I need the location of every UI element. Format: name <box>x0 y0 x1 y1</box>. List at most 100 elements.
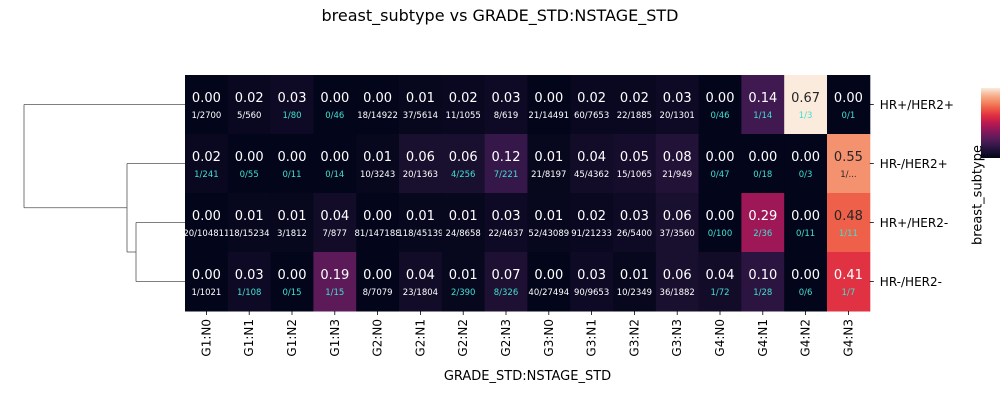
cell-value-label: 0.03 <box>663 91 692 106</box>
heatmap-cell <box>399 75 443 135</box>
cell-value-label: 0.03 <box>620 209 649 224</box>
cell-value-label: 0.00 <box>534 91 563 106</box>
x-axis-label: GRADE_STD:NSTAGE_STD <box>443 369 612 384</box>
heatmap-cell <box>827 134 871 194</box>
cell-count-label: 1/15 <box>325 288 344 298</box>
x-tick-label: G2:N1 <box>413 319 427 357</box>
cell-count-label: 90/9653 <box>574 288 609 298</box>
cell-value-label: 0.06 <box>663 268 692 283</box>
heatmap-cell <box>313 134 357 194</box>
x-tick-label: G2:N0 <box>371 319 385 357</box>
heatmap-cell <box>356 252 400 312</box>
cell-value-label: 0.14 <box>748 91 777 106</box>
cell-value-label: 0.00 <box>320 150 349 165</box>
heatmap-cell <box>227 134 272 194</box>
cell-value-label: 0.01 <box>235 209 264 224</box>
cell-value-label: 0.03 <box>492 91 521 106</box>
cell-count-label: 15/1065 <box>617 170 652 180</box>
cell-value-label: 0.00 <box>363 268 392 283</box>
cell-value-label: 0.00 <box>192 209 221 224</box>
cell-count-label: 5/560 <box>237 111 262 121</box>
heatmap-cell <box>399 193 443 253</box>
cell-count-label: 1/... <box>840 170 856 180</box>
x-tick-label: G3:N0 <box>542 319 556 357</box>
heatmap-cell <box>185 75 229 135</box>
cell-value-label: 0.03 <box>235 268 264 283</box>
cell-count-label: 37/5614 <box>403 111 438 121</box>
cell-count-label: 0/46 <box>325 111 344 121</box>
cell-value-label: 0.03 <box>577 268 606 283</box>
heatmap-cell <box>441 193 486 253</box>
cell-value-label: 0.02 <box>235 91 264 106</box>
cell-count-label: 1/72 <box>710 288 729 298</box>
y-tick-label: HR-/HER2+ <box>880 157 948 171</box>
cell-value-label: 0.01 <box>449 209 478 224</box>
heatmap-cell <box>784 134 828 194</box>
cell-value-label: 0.00 <box>834 91 863 106</box>
heatmap-cell <box>698 252 742 312</box>
cell-value-label: 0.02 <box>449 91 478 106</box>
cell-count-label: 52/43089 <box>528 229 569 239</box>
cell-value-label: 0.01 <box>534 209 563 224</box>
cell-count-label: 0/46 <box>710 111 729 121</box>
cell-value-label: 0.01 <box>278 209 307 224</box>
cell-count-label: 21/949 <box>662 170 692 180</box>
cell-count-label: 1/7 <box>842 288 856 298</box>
cell-count-label: 1/14 <box>753 111 772 121</box>
cell-count-label: 91/21233 <box>571 229 612 239</box>
heatmap-cell <box>399 134 443 194</box>
heatmap-cell <box>527 252 571 312</box>
heatmap-cell <box>570 75 614 135</box>
heatmap-cell <box>527 193 571 253</box>
cell-value-label: 0.02 <box>577 91 606 106</box>
heatmap-cell <box>784 193 828 253</box>
heatmap-cell <box>441 252 486 312</box>
cell-value-label: 0.00 <box>791 268 820 283</box>
x-tick-label: G1:N1 <box>242 319 256 357</box>
cell-value-label: 0.00 <box>791 150 820 165</box>
heatmap-cell <box>698 134 742 194</box>
cell-value-label: 0.00 <box>706 91 735 106</box>
cell-count-label: 8/326 <box>494 288 519 298</box>
heatmap-cell <box>827 193 871 253</box>
cell-count-label: 0/47 <box>710 170 729 180</box>
cell-count-label: 7/877 <box>323 229 348 239</box>
y-axis-label: breast_subtype <box>970 145 986 245</box>
heatmap-cell <box>570 193 614 253</box>
heatmap-cell <box>784 252 828 312</box>
cell-count-label: 2/36 <box>753 229 772 239</box>
cell-count-label: 24/8658 <box>446 229 481 239</box>
heatmap-cell <box>484 134 528 194</box>
cell-count-label: 1/3 <box>799 111 813 121</box>
cell-count-label: 0/14 <box>325 170 344 180</box>
cell-count-label: 60/7653 <box>574 111 609 121</box>
heatmap-cell <box>356 193 400 253</box>
cell-count-label: 0/55 <box>240 170 259 180</box>
cell-count-label: 45/4362 <box>574 170 609 180</box>
heatmap-cell <box>185 193 229 253</box>
cell-value-label: 0.55 <box>834 150 863 165</box>
heatmap-cell <box>441 134 486 194</box>
cell-count-label: 18/15234 <box>229 229 270 239</box>
cell-count-label: 8/7079 <box>363 288 393 298</box>
cell-count-label: 0/3 <box>799 170 813 180</box>
cell-count-label: 0/6 <box>799 288 813 298</box>
cell-count-label: 1/11 <box>839 229 858 239</box>
cell-value-label: 0.05 <box>620 150 649 165</box>
cell-value-label: 0.00 <box>278 150 307 165</box>
cell-value-label: 0.06 <box>406 150 435 165</box>
x-tick-label: G1:N0 <box>199 319 213 357</box>
heatmap-cell <box>570 252 614 312</box>
cell-value-label: 0.01 <box>363 150 392 165</box>
heatmap-cell <box>313 75 357 135</box>
heatmap-cell <box>484 75 528 135</box>
cell-value-label: 0.01 <box>534 150 563 165</box>
cell-value-label: 0.48 <box>834 209 863 224</box>
heatmap-cell <box>698 75 742 135</box>
cell-value-label: 0.08 <box>663 150 692 165</box>
cell-value-label: 0.00 <box>748 150 777 165</box>
heatmap-cell <box>784 75 828 135</box>
cell-value-label: 0.00 <box>363 209 392 224</box>
heatmap-cell <box>527 134 571 194</box>
